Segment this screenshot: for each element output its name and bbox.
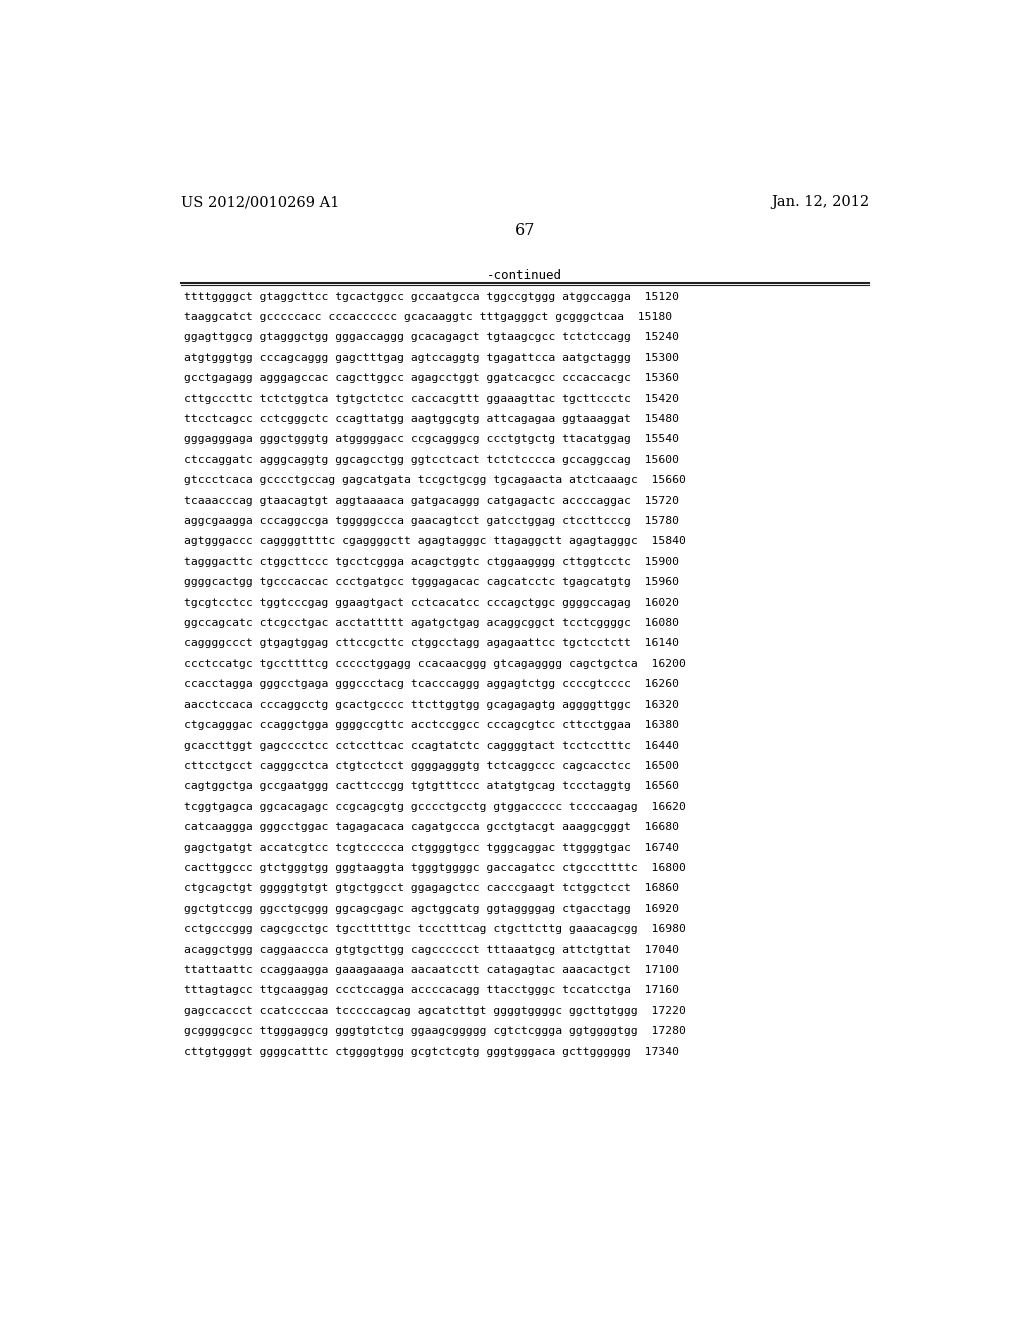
Text: gcaccttggt gagcccctcc cctccttcac ccagtatctc caggggtact tcctcctttc  16440: gcaccttggt gagcccctcc cctccttcac ccagtat… [183,741,679,751]
Text: Jan. 12, 2012: Jan. 12, 2012 [771,195,869,210]
Text: tgcgtcctcc tggtcccgag ggaagtgact cctcacatcc cccagctggc ggggccagag  16020: tgcgtcctcc tggtcccgag ggaagtgact cctcaca… [183,598,679,607]
Text: ttttggggct gtaggcttcc tgcactggcc gccaatgcca tggccgtggg atggccagga  15120: ttttggggct gtaggcttcc tgcactggcc gccaatg… [183,292,679,301]
Text: tcggtgagca ggcacagagc ccgcagcgtg gcccctgcctg gtggaccccc tccccaagag  16620: tcggtgagca ggcacagagc ccgcagcgtg gcccctg… [183,801,686,812]
Text: cctgcccggg cagcgcctgc tgcctttttgc tccctttcag ctgcttcttg gaaacagcgg  16980: cctgcccggg cagcgcctgc tgcctttttgc tccctt… [183,924,686,935]
Text: ggccagcatc ctcgcctgac acctattttt agatgctgag acaggcggct tcctcggggc  16080: ggccagcatc ctcgcctgac acctattttt agatgct… [183,618,679,628]
Text: cttcctgcct cagggcctca ctgtcctcct ggggagggtg tctcaggccc cagcacctcc  16500: cttcctgcct cagggcctca ctgtcctcct ggggagg… [183,760,679,771]
Text: gtccctcaca gcccctgccag gagcatgata tccgctgcgg tgcagaacta atctcaaagc  15660: gtccctcaca gcccctgccag gagcatgata tccgct… [183,475,686,486]
Text: cttgcccttc tctctggtca tgtgctctcc caccacgttt ggaaagttac tgcttccctc  15420: cttgcccttc tctctggtca tgtgctctcc caccacg… [183,393,679,404]
Text: ttcctcagcc cctcgggctc ccagttatgg aagtggcgtg attcagagaa ggtaaaggat  15480: ttcctcagcc cctcgggctc ccagttatgg aagtggc… [183,414,679,424]
Text: gggagggaga gggctgggtg atgggggacc ccgcagggcg ccctgtgctg ttacatggag  15540: gggagggaga gggctgggtg atgggggacc ccgcagg… [183,434,679,445]
Text: cttgtggggt ggggcatttc ctggggtggg gcgtctcgtg gggtgggaca gcttgggggg  17340: cttgtggggt ggggcatttc ctggggtggg gcgtctc… [183,1047,679,1056]
Text: tttagtagcc ttgcaaggag ccctccagga accccacagg ttacctgggc tccatcctga  17160: tttagtagcc ttgcaaggag ccctccagga accccac… [183,985,679,995]
Text: tcaaacccag gtaacagtgt aggtaaaaca gatgacaggg catgagactc accccaggac  15720: tcaaacccag gtaacagtgt aggtaaaaca gatgaca… [183,496,679,506]
Text: taaggcatct gcccccacc cccacccccc gcacaaggtc tttgagggct gcgggctcaa  15180: taaggcatct gcccccacc cccacccccc gcacaagg… [183,312,672,322]
Text: 67: 67 [514,222,536,239]
Text: ttattaattc ccaggaagga gaaagaaaga aacaatcctt catagagtac aaacactgct  17100: ttattaattc ccaggaagga gaaagaaaga aacaatc… [183,965,679,975]
Text: aacctccaca cccaggcctg gcactgcccc ttcttggtgg gcagagagtg aggggttggc  16320: aacctccaca cccaggcctg gcactgcccc ttcttgg… [183,700,679,710]
Text: gcctgagagg agggagccac cagcttggcc agagcctggt ggatcacgcc cccaccacgc  15360: gcctgagagg agggagccac cagcttggcc agagcct… [183,374,679,383]
Text: cacttggccc gtctgggtgg gggtaaggta tgggtggggc gaccagatcc ctgcccttttc  16800: cacttggccc gtctgggtgg gggtaaggta tgggtgg… [183,863,686,873]
Text: gcggggcgcc ttgggaggcg gggtgtctcg ggaagcggggg cgtctcggga ggtggggtgg  17280: gcggggcgcc ttgggaggcg gggtgtctcg ggaagcg… [183,1026,686,1036]
Text: -continued: -continued [487,268,562,281]
Text: catcaaggga gggcctggac tagagacaca cagatgccca gcctgtacgt aaaggcgggt  16680: catcaaggga gggcctggac tagagacaca cagatgc… [183,822,679,832]
Text: ccctccatgc tgccttttcg ccccctggagg ccacaacggg gtcagagggg cagctgctca  16200: ccctccatgc tgccttttcg ccccctggagg ccacaa… [183,659,686,669]
Text: gagccaccct ccatccccaa tcccccagcag agcatcttgt ggggtggggc ggcttgtggg  17220: gagccaccct ccatccccaa tcccccagcag agcatc… [183,1006,686,1016]
Text: ccacctagga gggcctgaga gggccctacg tcacccaggg aggagtctgg ccccgtcccc  16260: ccacctagga gggcctgaga gggccctacg tcaccca… [183,680,679,689]
Text: caggggccct gtgagtggag cttccgcttc ctggcctagg agagaattcc tgctcctctt  16140: caggggccct gtgagtggag cttccgcttc ctggcct… [183,639,679,648]
Text: aggcgaagga cccaggccga tgggggccca gaacagtcct gatcctggag ctccttcccg  15780: aggcgaagga cccaggccga tgggggccca gaacagt… [183,516,679,527]
Text: ggctgtccgg ggcctgcggg ggcagcgagc agctggcatg ggtaggggag ctgacctagg  16920: ggctgtccgg ggcctgcggg ggcagcgagc agctggc… [183,904,679,913]
Text: ctccaggatc agggcaggtg ggcagcctgg ggtcctcact tctctcccca gccaggccag  15600: ctccaggatc agggcaggtg ggcagcctgg ggtcctc… [183,455,679,465]
Text: atgtgggtgg cccagcaggg gagctttgag agtccaggtg tgagattcca aatgctaggg  15300: atgtgggtgg cccagcaggg gagctttgag agtccag… [183,352,679,363]
Text: ggagttggcg gtagggctgg gggaccaggg gcacagagct tgtaagcgcc tctctccagg  15240: ggagttggcg gtagggctgg gggaccaggg gcacaga… [183,333,679,342]
Text: US 2012/0010269 A1: US 2012/0010269 A1 [180,195,339,210]
Text: gagctgatgt accatcgtcc tcgtccccca ctggggtgcc tgggcaggac ttggggtgac  16740: gagctgatgt accatcgtcc tcgtccccca ctggggt… [183,842,679,853]
Text: cagtggctga gccgaatggg cacttcccgg tgtgtttccc atatgtgcag tccctaggtg  16560: cagtggctga gccgaatggg cacttcccgg tgtgttt… [183,781,679,791]
Text: ctgcagggac ccaggctgga ggggccgttc acctccggcc cccagcgtcc cttcctggaa  16380: ctgcagggac ccaggctgga ggggccgttc acctccg… [183,721,679,730]
Text: agtgggaccc caggggttttc cgaggggctt agagtagggc ttagaggctt agagtagggc  15840: agtgggaccc caggggttttc cgaggggctt agagta… [183,536,686,546]
Text: acaggctggg caggaaccca gtgtgcttgg cagcccccct tttaaatgcg attctgttat  17040: acaggctggg caggaaccca gtgtgcttgg cagcccc… [183,945,679,954]
Text: ctgcagctgt gggggtgtgt gtgctggcct ggagagctcc cacccgaagt tctggctcct  16860: ctgcagctgt gggggtgtgt gtgctggcct ggagagc… [183,883,679,894]
Text: ggggcactgg tgcccaccac ccctgatgcc tgggagacac cagcatcctc tgagcatgtg  15960: ggggcactgg tgcccaccac ccctgatgcc tgggaga… [183,577,679,587]
Text: tagggacttc ctggcttccc tgcctcggga acagctggtc ctggaagggg cttggtcctc  15900: tagggacttc ctggcttccc tgcctcggga acagctg… [183,557,679,566]
